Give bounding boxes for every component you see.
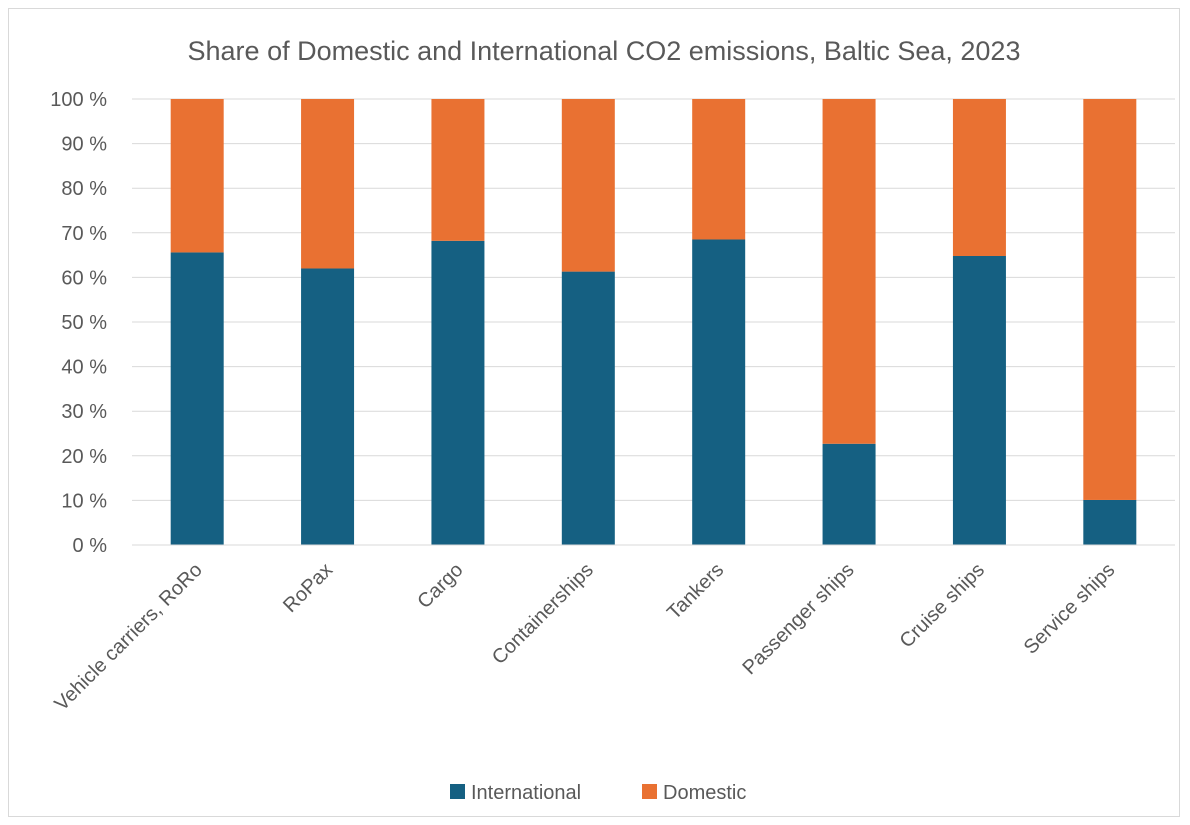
bar-international-7 bbox=[1083, 499, 1137, 545]
legend-swatch-international bbox=[450, 784, 465, 799]
bar-domestic-6 bbox=[952, 99, 1006, 256]
y-tick-label: 100 % bbox=[50, 89, 107, 111]
x-tick-label: Containerships bbox=[488, 559, 598, 669]
bar-domestic-7 bbox=[1083, 99, 1137, 500]
legend-swatch-domestic bbox=[642, 784, 657, 799]
y-axis: 0 % 10 % 20 % 30 % 40 % 50 % 60 % 70 % 80 % 90 % 1… bbox=[50, 89, 107, 557]
bar-international-4 bbox=[692, 239, 746, 546]
y-tick-label: 60 % bbox=[61, 267, 107, 289]
x-tick-label: RoPax bbox=[279, 559, 337, 617]
bar-domestic-4 bbox=[692, 99, 746, 240]
y-tick-label: 50 % bbox=[61, 312, 107, 334]
legend-label-international: International bbox=[471, 782, 581, 804]
bar-international-3 bbox=[561, 271, 615, 545]
legend-label-domestic: Domestic bbox=[663, 782, 746, 804]
chart-title: Share of Domestic and International CO2 … bbox=[188, 36, 1021, 66]
bar-international-0 bbox=[170, 252, 224, 545]
x-tick-label: Passenger ships bbox=[738, 559, 858, 679]
bar-international-5 bbox=[822, 443, 876, 545]
bar-domestic-3 bbox=[561, 99, 615, 272]
y-tick-label: 70 % bbox=[61, 223, 107, 245]
y-tick-label: 20 % bbox=[61, 446, 107, 468]
y-tick-label: 40 % bbox=[61, 357, 107, 379]
bar-international-1 bbox=[301, 268, 355, 545]
bar-international-2 bbox=[431, 240, 485, 545]
x-tick-label: Cargo bbox=[413, 559, 467, 613]
y-tick-label: 80 % bbox=[61, 178, 107, 200]
bar-domestic-0 bbox=[170, 99, 224, 253]
bar-international-6 bbox=[952, 255, 1006, 545]
legend: International Domestic bbox=[450, 782, 746, 804]
x-tick-label: Vehicle carriers, RoRo bbox=[50, 559, 206, 715]
x-tick-label: Cruise ships bbox=[896, 559, 989, 652]
y-tick-label: 10 % bbox=[61, 490, 107, 512]
bar-domestic-5 bbox=[822, 99, 876, 444]
gridlines bbox=[132, 98, 1175, 546]
x-tick-label: Tankers bbox=[663, 559, 728, 624]
bar-domestic-1 bbox=[301, 99, 355, 269]
y-tick-label: 90 % bbox=[61, 134, 107, 156]
y-tick-label: 0 % bbox=[73, 535, 108, 557]
y-tick-label: 30 % bbox=[61, 401, 107, 423]
bar-domestic-2 bbox=[431, 99, 485, 241]
bars bbox=[170, 99, 1137, 546]
x-tick-label: Service ships bbox=[1020, 559, 1120, 659]
x-axis: Vehicle carriers, RoRo RoPax Cargo Containe… bbox=[50, 544, 1175, 715]
